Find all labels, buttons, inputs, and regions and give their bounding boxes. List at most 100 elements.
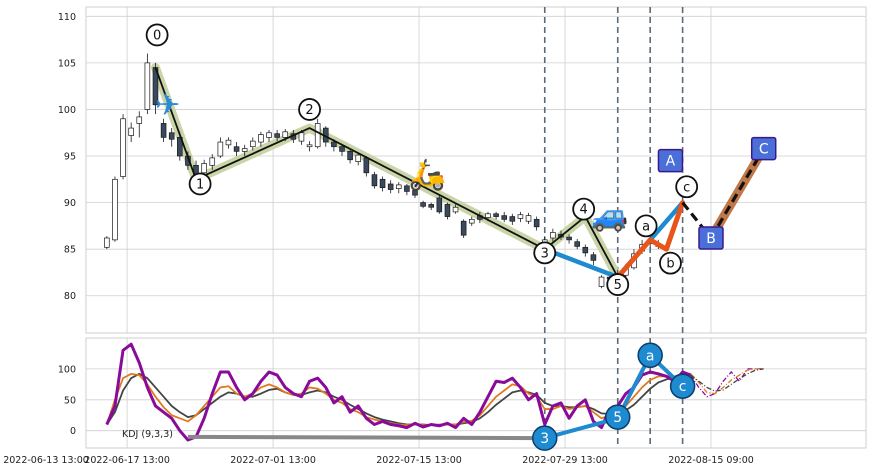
candle-body	[460, 220, 467, 236]
candle-body	[517, 214, 524, 219]
kdj-series	[105, 342, 764, 442]
kdj-projection-line	[690, 368, 764, 392]
candle-body	[241, 148, 248, 152]
candle-body	[371, 174, 378, 187]
wave-label-text: 2	[305, 103, 313, 118]
car-icon: 🚙	[591, 199, 628, 234]
price-y-tick: 100	[58, 105, 76, 116]
box-label-rect	[657, 148, 684, 173]
kdj-y-ticks: 0 50 100	[58, 364, 76, 437]
candle-body	[225, 139, 232, 146]
candle-body	[590, 254, 597, 261]
wave-label-5: 5	[606, 273, 630, 296]
kdj-bubbles: 3 5 a c	[532, 342, 696, 451]
wave-label-text: b	[666, 257, 674, 272]
kdj-line-J	[105, 342, 692, 442]
icons: ✈ 🛵 🚙	[155, 88, 628, 234]
kdj-bubble-circle	[669, 373, 696, 399]
wave-label-b: b	[659, 251, 682, 275]
box-label-B: B	[698, 226, 724, 250]
wave-label-text: 0	[153, 28, 161, 43]
kdj-y-tick: 50	[64, 395, 76, 406]
candle-body	[501, 215, 507, 220]
candle-body	[582, 246, 589, 254]
wave-label-text: 1	[196, 177, 204, 192]
wave-label-1: 1	[188, 172, 212, 196]
wave-label-4: 4	[572, 197, 596, 221]
orange-correction-line	[615, 200, 686, 280]
candle-body	[533, 219, 540, 228]
candle-body	[233, 146, 240, 152]
x-tick-label: 2022-07-01 13:00	[230, 455, 316, 466]
candle-body	[509, 216, 516, 222]
candle-body	[168, 132, 175, 140]
projection-dash-bc	[709, 147, 766, 239]
price-grid	[86, 7, 866, 333]
candle-body	[217, 141, 224, 157]
x-tick-label: 2022-06-13 13:00	[3, 455, 89, 466]
kdj-projection-line	[690, 368, 764, 395]
kdj-connector-line	[544, 353, 684, 441]
wave-label-circle	[606, 273, 630, 296]
candle-body	[436, 197, 443, 213]
candle-body	[550, 232, 556, 239]
candle-body	[404, 185, 410, 192]
wave-label-circle	[634, 214, 658, 238]
zigzag-line	[154, 67, 619, 278]
candle-body	[282, 131, 289, 138]
candle-body	[136, 116, 143, 124]
price-y-tick: 110	[58, 12, 76, 23]
kdj-legend: KDJ (9,3,3)	[122, 429, 173, 440]
wave-label-circle	[659, 251, 682, 275]
kdj-bubble-text: 3	[540, 431, 549, 447]
kdj-y-tick: 100	[58, 364, 76, 375]
price-y-tick: 80	[64, 291, 76, 302]
candle-body	[160, 123, 167, 138]
wave-label-circle	[572, 197, 596, 221]
kdj-panel: 0 50 100 3 5 a c KDJ (9,3,3)	[58, 337, 867, 451]
candle-body	[104, 237, 110, 248]
candle-body	[574, 241, 580, 247]
wave-lines	[154, 67, 769, 280]
kdj-bubble-c: c	[669, 373, 696, 399]
candle-body	[566, 236, 572, 241]
wave-label-circle	[188, 172, 212, 196]
x-tick-label: 2022-06-17 13:00	[84, 455, 170, 466]
wave-labels: 0 1 2 3 4 5 a b cA B C	[145, 23, 777, 296]
box-label-rect	[698, 226, 724, 250]
blue-trend-line	[542, 246, 620, 280]
candle-body	[468, 219, 475, 224]
kdj-bubble-text: c	[679, 379, 687, 395]
box-label-text: C	[759, 142, 769, 158]
candle-body	[209, 157, 216, 166]
kdj-connector-line	[187, 434, 545, 441]
price-y-tick: 85	[64, 245, 76, 256]
kdj-plot-area	[85, 337, 867, 449]
wave-label-text: c	[683, 180, 690, 195]
candle-body	[144, 62, 151, 110]
wave-label-text: 5	[614, 278, 622, 293]
candle-body	[379, 178, 386, 189]
wave-label-a: a	[634, 214, 658, 238]
x-tick-label: 2022-08-15 09:00	[668, 455, 754, 466]
candle-body	[128, 127, 134, 136]
wave-label-2: 2	[298, 98, 321, 121]
scooter-icon: 🛵	[408, 158, 445, 193]
candle-body	[363, 157, 370, 174]
wave-label-circle	[298, 98, 321, 121]
candle-body	[598, 276, 605, 287]
wave-label-text: 4	[580, 203, 588, 218]
box-label-A: A	[657, 148, 684, 173]
kdj-bubble-circle	[637, 342, 663, 369]
airplane-icon: ✈	[155, 88, 180, 123]
candle-body	[314, 123, 321, 148]
candle-body	[120, 118, 126, 177]
projection-dash-cb	[681, 201, 713, 239]
price-y-tick: 95	[64, 152, 76, 163]
wave-label-text: a	[642, 219, 650, 234]
wave-label-circle	[675, 175, 699, 199]
kdj-line-K	[106, 372, 691, 427]
wave-label-3: 3	[533, 241, 557, 265]
price-y-tick: 105	[58, 58, 76, 69]
